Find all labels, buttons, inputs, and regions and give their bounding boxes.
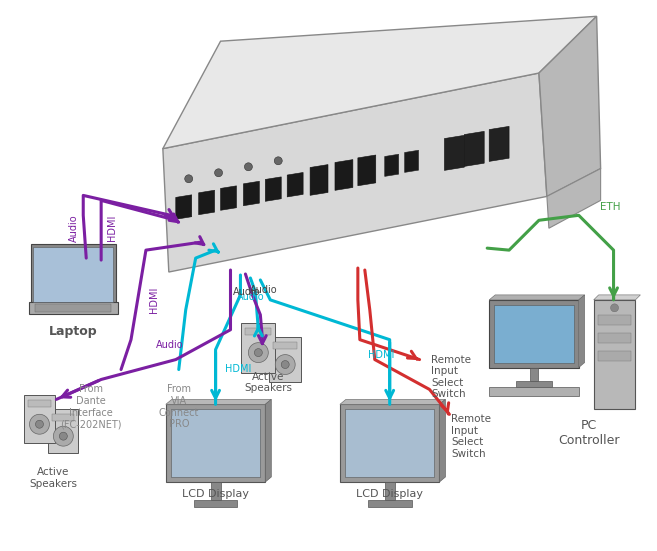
Polygon shape <box>241 323 275 372</box>
Polygon shape <box>335 160 353 190</box>
Polygon shape <box>579 295 585 368</box>
Polygon shape <box>368 500 411 507</box>
Polygon shape <box>594 300 635 409</box>
Text: From
Dante
Interface
(FC-202NET): From Dante Interface (FC-202NET) <box>60 385 122 429</box>
Polygon shape <box>310 165 328 195</box>
Circle shape <box>274 157 283 165</box>
Circle shape <box>53 426 74 446</box>
Circle shape <box>30 414 49 434</box>
Text: Active
Speakers: Active Speakers <box>244 371 292 393</box>
Polygon shape <box>24 396 55 443</box>
Polygon shape <box>28 302 118 314</box>
Text: Laptop: Laptop <box>49 325 98 338</box>
Polygon shape <box>340 404 440 482</box>
Polygon shape <box>246 328 271 334</box>
Circle shape <box>185 175 193 183</box>
Polygon shape <box>166 404 265 482</box>
Text: PC
Controller: PC Controller <box>558 419 620 447</box>
Polygon shape <box>444 136 464 170</box>
Polygon shape <box>464 131 484 166</box>
Polygon shape <box>385 154 399 176</box>
Polygon shape <box>489 387 579 396</box>
Circle shape <box>281 360 289 369</box>
Circle shape <box>275 355 295 375</box>
Polygon shape <box>35 304 111 312</box>
Polygon shape <box>211 482 221 500</box>
Polygon shape <box>489 300 579 368</box>
Polygon shape <box>171 409 260 477</box>
Polygon shape <box>163 17 597 149</box>
Circle shape <box>610 304 618 312</box>
Polygon shape <box>287 172 303 197</box>
Polygon shape <box>34 247 113 302</box>
Text: Active
Speakers: Active Speakers <box>30 467 78 489</box>
Polygon shape <box>385 482 395 500</box>
Polygon shape <box>221 186 237 210</box>
Polygon shape <box>358 155 376 186</box>
Polygon shape <box>594 295 641 300</box>
Polygon shape <box>30 244 116 305</box>
Polygon shape <box>28 401 51 407</box>
Polygon shape <box>269 337 301 382</box>
Polygon shape <box>516 381 552 387</box>
Polygon shape <box>494 305 574 363</box>
Text: Audio: Audio <box>233 287 260 297</box>
Circle shape <box>59 432 67 440</box>
Circle shape <box>248 343 268 363</box>
Polygon shape <box>489 295 585 300</box>
Polygon shape <box>598 315 631 325</box>
Text: LCD Display: LCD Display <box>356 489 423 499</box>
Polygon shape <box>340 399 445 404</box>
Polygon shape <box>345 409 434 477</box>
Polygon shape <box>598 350 631 360</box>
Polygon shape <box>49 409 78 453</box>
Text: HDMI: HDMI <box>149 287 159 313</box>
Polygon shape <box>530 368 538 381</box>
Text: Audio: Audio <box>69 214 79 242</box>
Polygon shape <box>53 414 74 422</box>
Text: HDMI: HDMI <box>225 364 251 374</box>
Polygon shape <box>265 399 271 482</box>
Polygon shape <box>265 177 281 201</box>
Polygon shape <box>273 342 297 349</box>
Circle shape <box>35 420 43 428</box>
Text: Remote
Input
Select
Switch: Remote Input Select Switch <box>451 414 491 459</box>
Polygon shape <box>194 500 237 507</box>
Polygon shape <box>176 195 192 219</box>
Polygon shape <box>539 17 600 196</box>
Text: From
VIA
Connect
PRO: From VIA Connect PRO <box>158 385 199 429</box>
Polygon shape <box>489 126 509 161</box>
Circle shape <box>254 349 262 356</box>
Text: Remote
Input
Select
Switch: Remote Input Select Switch <box>432 355 472 399</box>
Text: LCD Display: LCD Display <box>182 489 249 499</box>
Text: Audio: Audio <box>156 339 183 350</box>
Polygon shape <box>166 399 271 404</box>
Polygon shape <box>598 333 631 343</box>
Circle shape <box>215 169 223 177</box>
Polygon shape <box>163 73 547 272</box>
Polygon shape <box>547 169 600 228</box>
Polygon shape <box>405 150 419 172</box>
Text: HDMI: HDMI <box>368 349 394 360</box>
Text: HDMI: HDMI <box>107 215 117 241</box>
Circle shape <box>244 163 252 171</box>
Text: Audio: Audio <box>250 285 278 295</box>
Text: Audio: Audio <box>237 292 264 302</box>
Polygon shape <box>440 399 445 482</box>
Polygon shape <box>244 181 260 206</box>
Text: ETH: ETH <box>600 202 621 212</box>
Polygon shape <box>198 190 215 215</box>
